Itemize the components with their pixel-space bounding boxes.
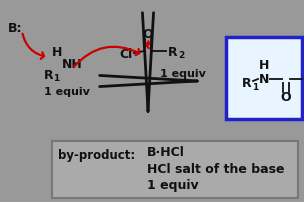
Text: by-product:: by-product: xyxy=(58,149,135,162)
Text: 1: 1 xyxy=(53,74,59,83)
Text: HCl salt of the base: HCl salt of the base xyxy=(147,163,285,176)
Text: B·HCl: B·HCl xyxy=(147,146,185,159)
Text: R: R xyxy=(242,77,252,90)
Text: 1 equiv: 1 equiv xyxy=(44,87,90,97)
Text: Cl: Cl xyxy=(119,47,133,60)
Text: 1: 1 xyxy=(252,83,258,92)
Text: NH: NH xyxy=(62,58,83,71)
Text: 1 equiv: 1 equiv xyxy=(160,69,206,79)
FancyBboxPatch shape xyxy=(52,141,298,198)
Text: O: O xyxy=(143,28,153,41)
Text: N: N xyxy=(259,73,269,86)
Text: R: R xyxy=(168,45,178,58)
Text: 2: 2 xyxy=(178,51,184,60)
Text: H: H xyxy=(259,59,269,72)
Text: B:: B: xyxy=(8,21,22,34)
Text: R: R xyxy=(44,69,54,82)
Text: 1 equiv: 1 equiv xyxy=(147,179,199,191)
Text: O: O xyxy=(281,91,291,104)
Text: H: H xyxy=(52,45,62,58)
FancyBboxPatch shape xyxy=(226,38,302,119)
